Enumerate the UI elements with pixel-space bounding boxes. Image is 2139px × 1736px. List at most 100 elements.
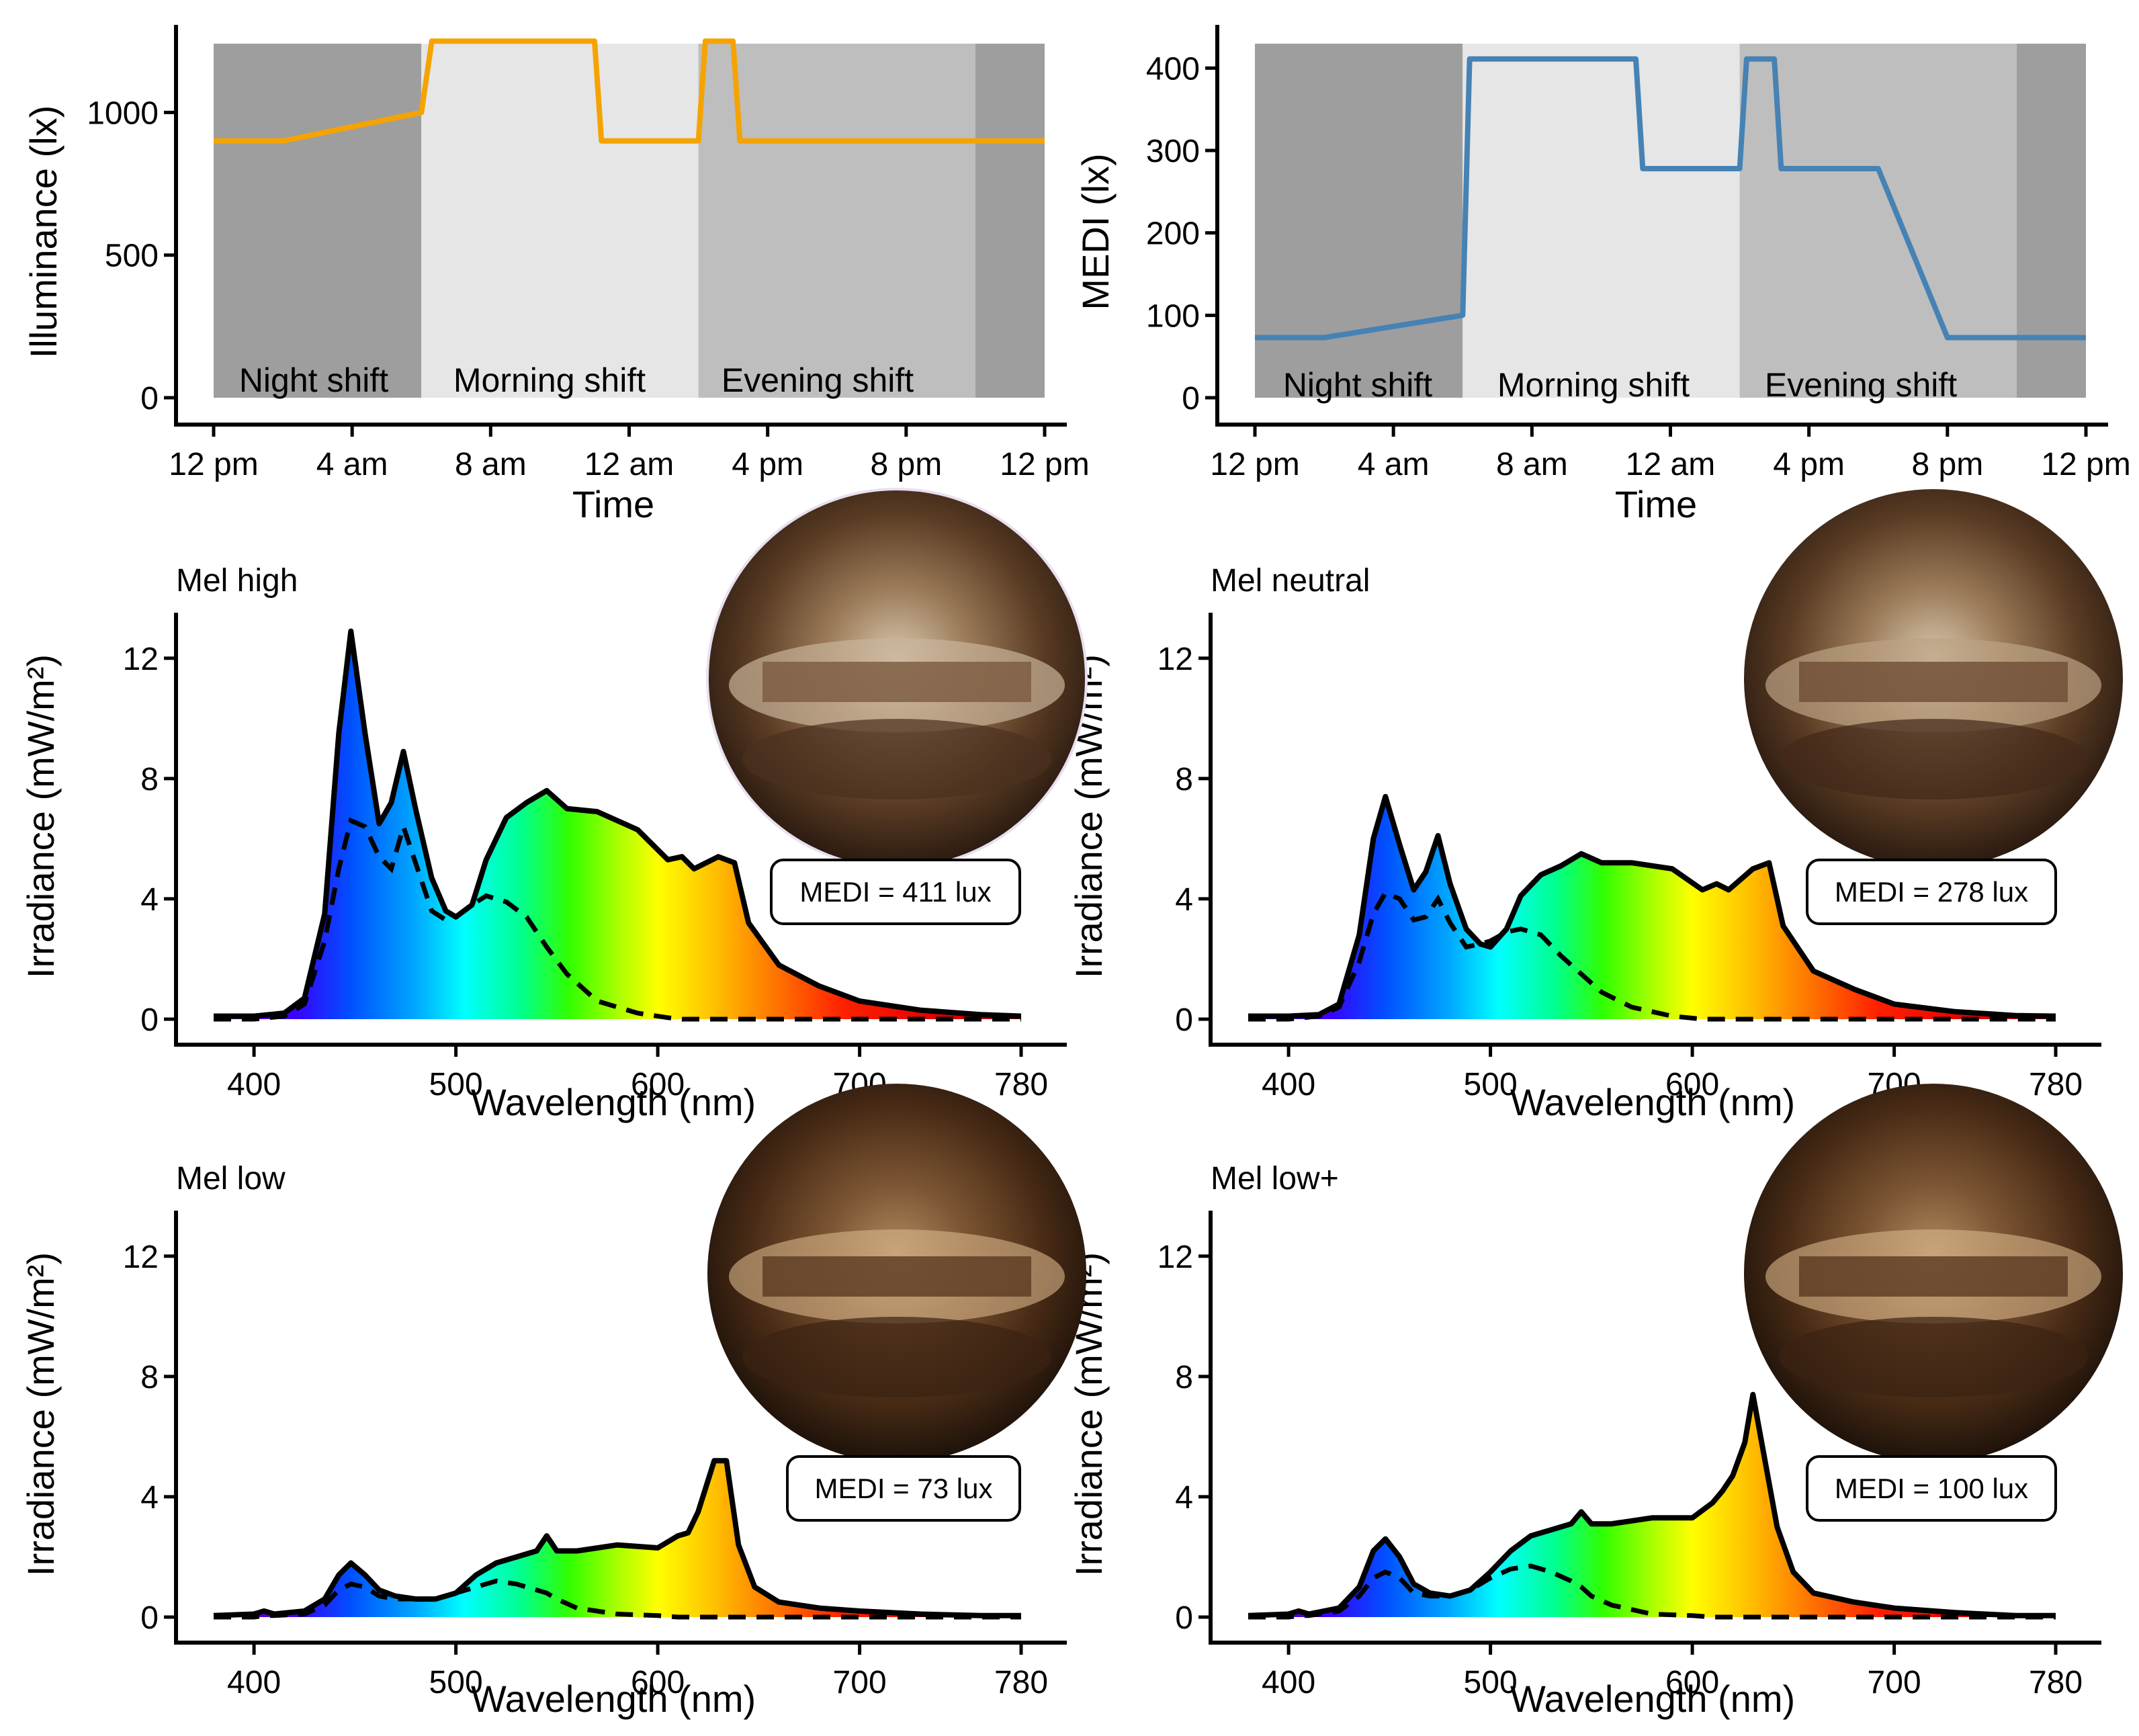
- y-tick-label: 0: [1175, 1600, 1193, 1636]
- shift-band: [214, 44, 422, 398]
- x-axis-title-mel-low-plus: Wavelength (nm): [1510, 1678, 1795, 1720]
- irradiance-line: [1248, 1391, 2056, 1618]
- y-tick-label: 400: [1146, 51, 1200, 87]
- fisheye-photo-mel-low: [707, 1084, 1086, 1463]
- x-tick-label: 780: [2029, 1665, 2083, 1700]
- illuminance-panel: Night shift Morning shift Evening shift …: [22, 25, 1090, 525]
- melanopic-line: [1248, 1563, 2056, 1620]
- shift-backgrounds: [1255, 44, 2086, 398]
- medi-box-mel-neutral: MEDI = 278 lux: [1806, 859, 2057, 925]
- y-tick-label: 0: [1175, 1002, 1193, 1038]
- y-tick-label: 12: [123, 1240, 159, 1275]
- melanopic-line: [1248, 889, 2056, 1022]
- irradiance-line: [1248, 793, 2056, 1019]
- y-axis-title-mel-high: Irradiance (mW/m²): [19, 654, 62, 978]
- axis-ticks: 0 100 200 300 400 12 pm 4 am 8 am 12 am 4 pm 8 pm 1…: [1146, 51, 2131, 482]
- x-tick-label: 8 am: [1496, 447, 1568, 482]
- morning-shift-label: Morning shift: [1497, 366, 1690, 404]
- y-tick-label: 8: [140, 1360, 159, 1395]
- y-tick-label: 4: [1175, 1480, 1193, 1516]
- shift-band: [2016, 44, 2086, 398]
- x-tick-label: 8 pm: [1911, 447, 1983, 482]
- shift-band: [1255, 44, 1463, 398]
- x-tick-label: 12 pm: [169, 447, 258, 482]
- melanopic-line: [214, 1578, 1021, 1620]
- x-tick-label: 600: [631, 1067, 685, 1102]
- y-tick-label: 0: [140, 1002, 159, 1038]
- x-tick-label: 600: [631, 1665, 685, 1700]
- x-tick-label: 4 pm: [1773, 447, 1845, 482]
- x-axis-title: Time: [572, 483, 654, 525]
- y-tick-label: 12: [123, 642, 159, 677]
- shift-band: [421, 44, 699, 398]
- y-tick-label: 0: [140, 1600, 159, 1636]
- y-tick-label: 4: [140, 1480, 159, 1516]
- y-tick-label: 100: [1146, 298, 1200, 334]
- y-tick-label: 500: [105, 238, 159, 274]
- y-tick-label: 0: [140, 381, 159, 417]
- spectrum-fill: [1248, 1394, 2056, 1617]
- panel-title-mel-high: Mel high: [176, 563, 298, 599]
- x-tick-label: 600: [1665, 1665, 1719, 1700]
- shift-band: [1463, 44, 1740, 398]
- medi-value: MEDI = 73 lux: [815, 1473, 993, 1504]
- y-tick-label: 4: [1175, 882, 1193, 918]
- y-tick-label: 8: [1175, 1360, 1193, 1395]
- x-tick-label: 8 pm: [870, 447, 942, 482]
- x-axis-title-mel-neutral: Wavelength (nm): [1510, 1081, 1795, 1123]
- panel-title-mel-low: Mel low: [176, 1161, 286, 1197]
- medi-box-mel-high: MEDI = 411 lux: [770, 859, 1021, 925]
- evening-shift-label: Evening shift: [1765, 366, 1957, 404]
- y-tick-label: 0: [1182, 381, 1200, 417]
- x-tick-label: 4 am: [1358, 447, 1430, 482]
- x-tick-label: 780: [994, 1067, 1048, 1102]
- x-tick-label: 12 pm: [2041, 447, 2130, 482]
- y-axis-title: Illuminance (lx): [22, 105, 64, 359]
- illuminance-line: [214, 38, 1045, 144]
- y-tick-label: 12: [1158, 642, 1193, 677]
- medi-line: [1255, 56, 2086, 341]
- mel-low-plus-panel: 0 4 8 12 400 500 600 700 780: [1158, 1211, 2101, 1700]
- x-axis-title-mel-low: Wavelength (nm): [471, 1678, 756, 1720]
- fisheye-photo-mel-high: [706, 488, 1088, 869]
- shift-backgrounds: [214, 44, 1045, 398]
- x-tick-label: 600: [1665, 1067, 1719, 1102]
- x-tick-label: 400: [1262, 1067, 1315, 1102]
- x-tick-label: 12 am: [584, 447, 674, 482]
- x-tick-label: 780: [2029, 1067, 2083, 1102]
- spectrum-fill: [1248, 796, 2056, 1019]
- x-tick-label: 12 pm: [1210, 447, 1299, 482]
- x-tick-label: 500: [429, 1665, 483, 1700]
- melanopic-line: [214, 817, 1021, 1022]
- x-tick-label: 400: [227, 1067, 281, 1102]
- shift-band: [1739, 44, 2017, 398]
- medi-value: MEDI = 411 lux: [799, 876, 991, 908]
- x-tick-label: 500: [1464, 1067, 1518, 1102]
- medi-panel: Night shift Morning shift Evening shift …: [1074, 25, 2131, 525]
- shift-band: [698, 44, 975, 398]
- evening-shift-label: Evening shift: [722, 361, 914, 399]
- x-tick-label: 400: [227, 1665, 281, 1700]
- fisheye-photo-mel-neutral: [1744, 489, 2123, 868]
- medi-box-mel-low: MEDI = 73 lux: [786, 1455, 1021, 1522]
- panel-title-mel-neutral: Mel neutral: [1211, 563, 1370, 599]
- x-tick-label: 12 pm: [1000, 447, 1089, 482]
- x-tick-label: 12 am: [1626, 447, 1715, 482]
- spectrum-fill: [214, 631, 1021, 1019]
- panel-title-mel-low-plus: Mel low+: [1211, 1161, 1339, 1197]
- night-shift-label: Night shift: [239, 361, 388, 399]
- y-tick-label: 8: [1175, 762, 1193, 797]
- y-tick-label: 4: [140, 882, 159, 918]
- irradiance-line: [213, 1458, 1021, 1618]
- x-tick-label: 8 am: [455, 447, 527, 482]
- x-tick-label: 700: [1868, 1665, 1921, 1700]
- x-tick-label: 780: [994, 1665, 1048, 1700]
- x-tick-label: 500: [1464, 1665, 1518, 1700]
- y-tick-label: 300: [1146, 134, 1200, 169]
- y-tick-label: 12: [1158, 1240, 1193, 1275]
- morning-shift-label: Morning shift: [453, 361, 646, 399]
- medi-box-mel-low-plus: MEDI = 100 lux: [1806, 1455, 2057, 1522]
- y-tick-label: 200: [1146, 216, 1200, 252]
- x-tick-label: 700: [833, 1665, 887, 1700]
